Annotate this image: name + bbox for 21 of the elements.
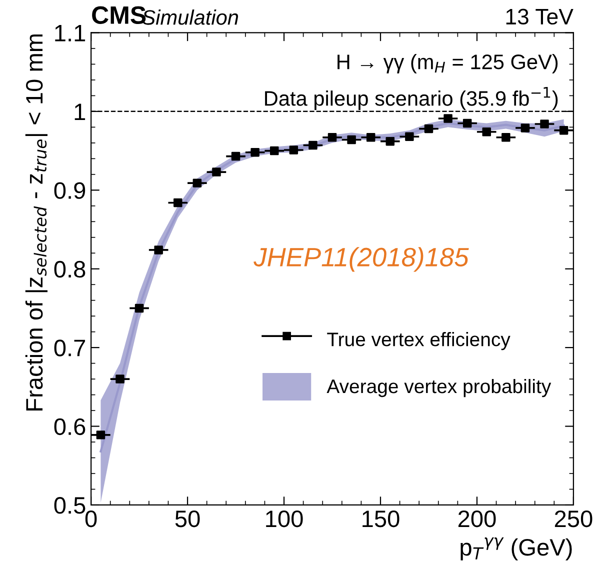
legend-label: True vertex efficiency [327, 332, 510, 350]
annotation: Data pileup scenario (35.9 fb$^{−1}$) [265, 87, 558, 110]
y-axis-title: Fraction of |z$_{selected}$ - z$_{true}$| < 10 mm [25, 34, 48, 410]
y-tick-label: 1.1 [55, 25, 86, 42]
y-tick-label: 0.5 [54, 497, 86, 514]
y-tick-label: 0.6 [54, 418, 86, 436]
x-tick-label: 250 [554, 510, 592, 528]
y-tick-label: 0.8 [54, 260, 86, 278]
x-tick-label: 50 [175, 510, 200, 528]
y-tick-label: 1 [74, 104, 86, 120]
x-tick-label: 100 [266, 510, 303, 528]
annotation: H → γγ (m$_{H}$ = 125 GeV) [338, 54, 558, 74]
x-tick-label: 200 [458, 510, 496, 528]
annotation: JHEP11(2018)185 [254, 247, 469, 272]
legend-label: Average vertex probability [326, 378, 552, 398]
text: 13 TeV [506, 8, 574, 25]
x-axis-title: p$_{T}$$^{γγ}$ (GeV) [460, 537, 572, 560]
x-tick-label: 150 [362, 510, 400, 528]
x-tick-label: 0 [85, 510, 97, 528]
y-tick-label: 0.9 [54, 182, 86, 199]
y-tick-label: 0.7 [54, 340, 86, 356]
